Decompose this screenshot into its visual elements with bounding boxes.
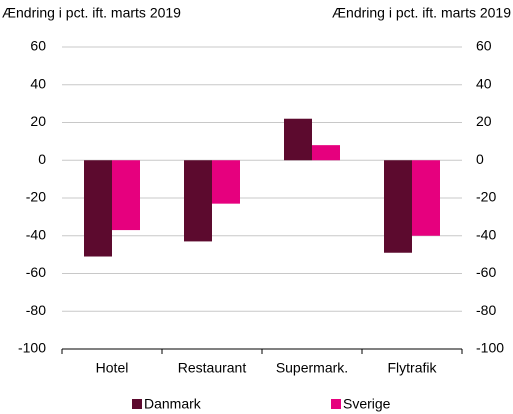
y2-tick-label: -20 bbox=[476, 189, 496, 205]
y-tick-label: 0 bbox=[38, 151, 46, 167]
y-tick-label: 40 bbox=[30, 75, 46, 91]
y-tick-label: 20 bbox=[30, 113, 46, 129]
legend-swatch bbox=[132, 399, 142, 409]
bar bbox=[212, 160, 240, 204]
x-tick-label: Hotel bbox=[96, 360, 129, 376]
y2-axis-label: Ændring i pct. ift. marts 2019 bbox=[332, 5, 511, 21]
y-tick-label: -80 bbox=[26, 302, 46, 318]
legend-label: Danmark bbox=[144, 396, 202, 412]
bar bbox=[384, 160, 412, 253]
y2-tick-label: -80 bbox=[476, 302, 496, 318]
y2-tick-label: 0 bbox=[476, 151, 484, 167]
y-tick-label: -40 bbox=[26, 226, 46, 242]
y-tick-label: -100 bbox=[18, 340, 46, 356]
y2-tick-label: -100 bbox=[476, 340, 504, 356]
y-tick-label: -60 bbox=[26, 264, 46, 280]
bar bbox=[112, 160, 140, 231]
y-tick-label: -20 bbox=[26, 189, 46, 205]
bar bbox=[284, 118, 312, 161]
x-tick-label: Supermark. bbox=[276, 360, 348, 376]
bar bbox=[84, 160, 112, 257]
bar bbox=[184, 160, 212, 242]
y2-tick-label: 20 bbox=[476, 113, 492, 129]
bar bbox=[412, 160, 440, 236]
bar bbox=[312, 145, 340, 161]
y2-tick-label: 40 bbox=[476, 75, 492, 91]
y-axis-label: Ændring i pct. ift. marts 2019 bbox=[2, 5, 181, 21]
y2-tick-label: 60 bbox=[476, 38, 492, 54]
x-tick-label: Restaurant bbox=[178, 360, 247, 376]
x-tick-label: Flytrafik bbox=[388, 360, 438, 376]
legend-label: Sverige bbox=[343, 396, 391, 412]
y2-tick-label: -60 bbox=[476, 264, 496, 280]
legend-swatch bbox=[331, 399, 341, 409]
y-tick-label: 60 bbox=[30, 38, 46, 54]
y2-tick-label: -40 bbox=[476, 226, 496, 242]
